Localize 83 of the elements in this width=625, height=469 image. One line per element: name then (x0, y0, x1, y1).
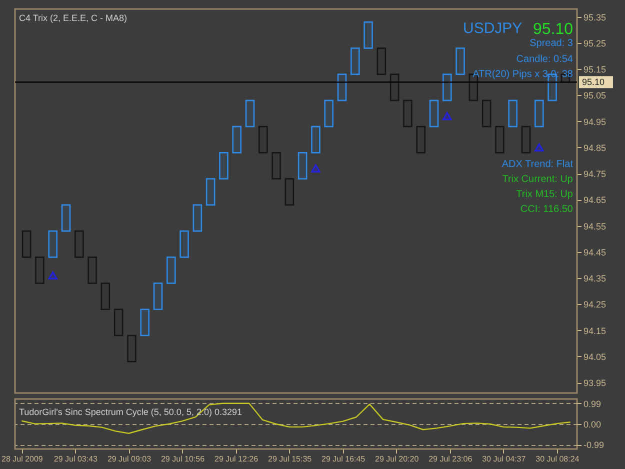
candlestick (114, 308, 124, 336)
candlestick (534, 100, 544, 128)
candlestick (337, 74, 347, 102)
x-tick-label: 29 Jul 12:26 (214, 454, 259, 464)
y-tick-label: 95.35 (584, 12, 606, 22)
x-tick-label: 29 Jul 10:56 (160, 454, 206, 464)
candlestick (74, 230, 84, 258)
candlestick (324, 100, 334, 128)
candlestick (245, 100, 255, 128)
y-tick-label: 94.55 (584, 221, 606, 232)
candlestick (416, 126, 426, 154)
y-tick-label: 0.99 (584, 398, 602, 409)
candlestick (140, 308, 150, 336)
candlestick (376, 48, 386, 75)
y-tick-label: 0.00 (584, 420, 602, 430)
candlestick (311, 126, 320, 154)
x-tick-label: 29 Jul 09:03 (107, 454, 152, 464)
candlestick (403, 100, 412, 128)
y-tick-label: 94.95 (584, 116, 606, 127)
candlestick (350, 48, 360, 75)
x-tick-label: 29 Jul 23:06 (428, 454, 473, 464)
y-tick-label: 94.05 (584, 352, 606, 362)
candlestick (284, 178, 294, 206)
x-tick-label: 29 Jul 15:35 (268, 454, 312, 464)
x-tick-label: 30 Jul 04:37 (482, 454, 526, 464)
candlestick (390, 74, 400, 102)
y-tick-label: 94.35 (584, 274, 606, 284)
chart-title: C4 Trix (2, E.E.E, C - MA8) (19, 13, 128, 23)
annotation: Trix Current: Up (502, 174, 574, 185)
candlestick (272, 152, 281, 180)
x-tick-label: 29 Jul 03:43 (54, 454, 98, 464)
line-series (21, 402, 571, 434)
candlestick (456, 48, 465, 75)
annotation: ADX Trend: Flat (502, 159, 574, 170)
point (48, 271, 58, 280)
candlestick (22, 230, 32, 258)
y-tick-label: 95.25 (584, 38, 606, 48)
candlestick (192, 204, 202, 232)
candlestick (127, 334, 136, 362)
annotation: USDJPY (463, 20, 522, 37)
candlestick (180, 230, 189, 258)
candlestick (206, 178, 216, 206)
candlestick (100, 282, 110, 310)
y-tick-label: 94.25 (584, 300, 606, 310)
x-tick-label: 30 Jul 08:24 (536, 454, 580, 464)
y-tick-label: 93.95 (584, 378, 606, 388)
y-tick-label: 94.45 (584, 247, 606, 258)
ref-line-label: 95.10 (582, 77, 605, 88)
y-tick-label: 94.15 (584, 326, 606, 336)
candlestick (166, 256, 176, 284)
candlestick (61, 204, 71, 232)
candlestick (232, 126, 242, 154)
candlestick (298, 152, 308, 180)
candlestick (429, 100, 439, 128)
candlestick (153, 282, 163, 310)
y-tick-label: 94.65 (584, 195, 606, 206)
y-tick-label: 94.85 (584, 142, 606, 153)
candlestick (442, 74, 452, 102)
x-tick-label: 29 Jul 16:45 (322, 454, 366, 464)
point (442, 112, 452, 120)
x-tick-label: 28 Jul 2009 (2, 454, 44, 464)
candlestick (521, 126, 531, 154)
point (311, 164, 320, 172)
y-tick-label: 94.75 (584, 169, 606, 180)
candlestick (482, 100, 492, 128)
annotation: 95.10 (532, 21, 574, 38)
y-tick-label: 95.15 (584, 64, 606, 75)
candlestick (495, 126, 504, 154)
candlestick (48, 230, 58, 258)
point (534, 143, 544, 152)
candlestick (219, 152, 228, 180)
annotation: Candle: 0:54 (516, 54, 574, 65)
candlestick (88, 256, 97, 284)
y-tick-label: 95.05 (584, 90, 606, 101)
annotation: Trix M15: Up (516, 189, 574, 200)
candlestick (258, 126, 268, 154)
candlestick (364, 21, 373, 49)
annotation: CCI: 116.50 (520, 204, 574, 215)
x-tick-label: 29 Jul 20:20 (375, 454, 420, 464)
candlestick (508, 100, 518, 128)
y-tick-label: -0.99 (584, 440, 604, 450)
candlestick (35, 256, 44, 284)
annotation: Spread: 3 (530, 38, 574, 49)
